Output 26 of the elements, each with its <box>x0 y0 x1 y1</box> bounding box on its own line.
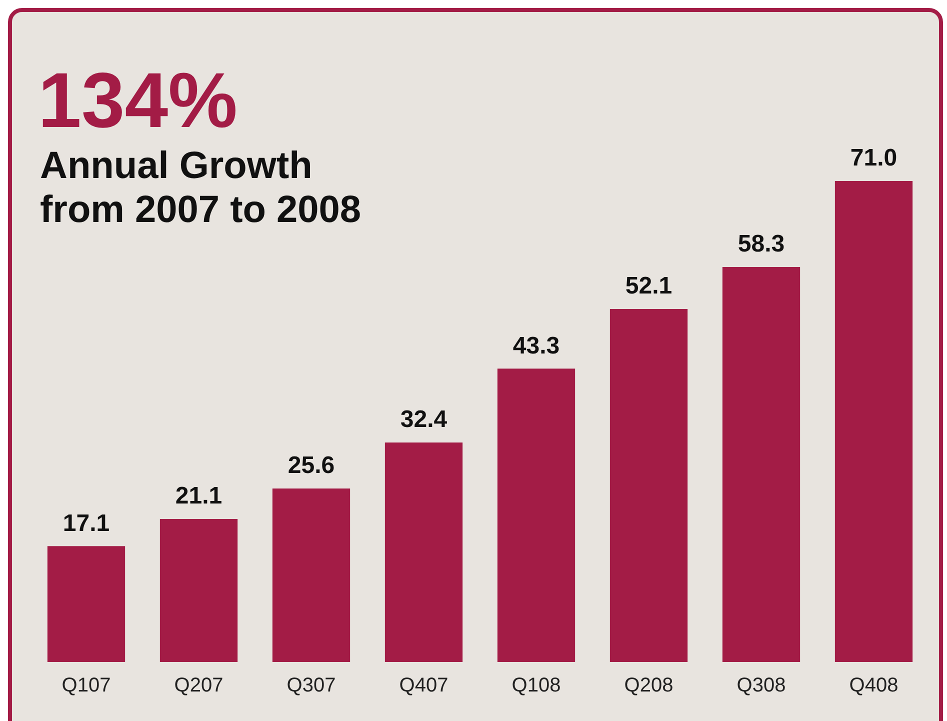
bar <box>497 368 576 662</box>
bar <box>47 546 126 662</box>
data-label: 21.1 <box>175 482 222 510</box>
x-tick-label: Q407 <box>399 674 448 697</box>
data-label: 32.4 <box>400 406 448 434</box>
x-tick-label: Q307 <box>286 674 336 697</box>
data-label: 58.3 <box>738 230 785 258</box>
data-label: 52.1 <box>625 272 672 300</box>
x-tick-label: Q108 <box>512 674 561 697</box>
data-label: 25.6 <box>288 452 335 480</box>
bar <box>160 519 238 662</box>
data-label: 43.3 <box>512 332 560 360</box>
bar <box>384 442 463 662</box>
data-label: 71.0 <box>850 144 898 172</box>
x-tick-label: Q408 <box>849 674 898 697</box>
x-tick-label: Q207 <box>174 674 224 697</box>
x-tick-label: Q107 <box>62 674 111 697</box>
x-tick-label: Q208 <box>624 674 674 697</box>
bar <box>272 488 350 662</box>
chart-title: 134% <box>38 56 238 144</box>
bar <box>610 309 688 662</box>
x-tick-label: Q308 <box>736 674 786 697</box>
bar <box>834 180 913 662</box>
chart-subtitle: Annual Growth from 2007 to 2008 <box>40 144 362 232</box>
bar <box>722 267 800 662</box>
data-label: 17.1 <box>62 510 110 537</box>
